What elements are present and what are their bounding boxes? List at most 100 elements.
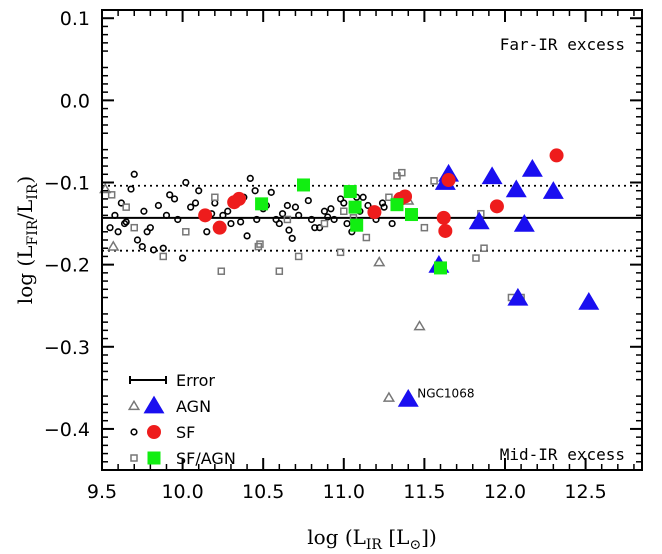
- sf-small-point: [288, 234, 296, 242]
- sf-small-point: [246, 174, 254, 182]
- x-tick-label: 11.5: [403, 481, 445, 503]
- sf-agn-point: [434, 261, 448, 275]
- sf-small-point: [187, 203, 195, 211]
- sf-small-point: [182, 178, 190, 187]
- sf-small-point: [285, 226, 293, 234]
- legend: Error AGN SF SF/AGN: [127, 371, 236, 468]
- x-axis-title-sun-symbol: ⊙: [409, 537, 421, 553]
- x-tick-label: 12.5: [564, 481, 606, 503]
- sf-agn-small-point: [340, 207, 348, 215]
- y-tick-label: 0.1: [60, 8, 90, 30]
- x-axis-title-sub: IR: [366, 537, 383, 553]
- sf-agn-small-point: [211, 193, 219, 202]
- sf-small-point: [138, 242, 146, 251]
- sf-small-point: [336, 195, 345, 203]
- sf-agn-small-point: [182, 228, 190, 236]
- y-axis-title-sub1: FIR: [25, 219, 41, 245]
- sf-small-point: [243, 232, 251, 240]
- sf-agn-small-point: [122, 203, 130, 211]
- sf-small-point: [378, 199, 387, 207]
- sf-agn-small-point: [159, 252, 168, 261]
- sf-small-point: [253, 215, 261, 224]
- y-axis-title-mid: /L: [13, 200, 37, 220]
- sf-small-point: [278, 210, 287, 218]
- agn-small-point: [413, 320, 426, 331]
- sf-agn-point: [350, 218, 364, 232]
- x-tick-label: 9.5: [87, 481, 117, 503]
- sf-small-point: [120, 219, 129, 228]
- sf-small-point: [170, 195, 179, 203]
- sf-point: [212, 220, 227, 235]
- sf-small-point: [178, 254, 187, 262]
- sf-agn-small-point: [420, 223, 429, 232]
- sf-point: [489, 199, 504, 214]
- annotation-far-ir-excess: Far-IR excess: [500, 35, 625, 54]
- sf-point: [438, 223, 453, 238]
- sf-small-point: [117, 199, 125, 207]
- sf-agn-small-point: [294, 252, 303, 261]
- sf-agn-point: [296, 178, 310, 192]
- sf-small-point: [304, 196, 312, 205]
- y-axis-title-end: ): [13, 176, 37, 184]
- agn-point: [513, 213, 535, 232]
- agn-point: [505, 179, 527, 198]
- sf-small-point: [154, 201, 163, 210]
- sf-small-point: [291, 203, 300, 211]
- sf-point: [549, 148, 564, 163]
- sf-small-point: [364, 201, 372, 210]
- legend-label: Error: [176, 371, 215, 390]
- sf-point: [436, 210, 451, 225]
- sf-small-point: [330, 215, 338, 224]
- legend-circle-small-icon: [130, 428, 138, 436]
- sf-small-point: [130, 170, 138, 178]
- x-tick-label: 10.5: [242, 481, 284, 503]
- sf-small-point: [127, 185, 135, 193]
- sf-agn-small-point: [107, 191, 116, 199]
- legend-square-small-icon: [130, 454, 138, 462]
- sf-small-point: [111, 211, 119, 219]
- y-tick-label: −0.1: [44, 173, 90, 195]
- y-tick-label: −0.3: [44, 337, 90, 359]
- agn-small-point: [107, 240, 120, 251]
- agn-point: [542, 181, 564, 199]
- x-axis-title-end: ]): [421, 525, 437, 549]
- sf-small-point: [388, 219, 396, 228]
- x-tick-label: 11.0: [323, 481, 365, 503]
- y-tick-label: −0.4: [44, 419, 90, 441]
- sf-agn-point: [390, 198, 404, 212]
- agn-small-point: [373, 255, 386, 267]
- sf-small-point: [227, 219, 235, 228]
- sf-agn-small-point: [130, 223, 138, 232]
- agn-point: [481, 166, 503, 185]
- sf-small-point: [114, 228, 122, 236]
- sf-small-point: [237, 218, 245, 226]
- sf-agn-small-point: [217, 267, 226, 275]
- svg-text:log (LFIR/LIR): log (LFIR/LIR): [13, 176, 41, 304]
- sf-small-point: [203, 228, 211, 236]
- sf-agn-small-point: [362, 233, 371, 242]
- sf-small-point: [380, 203, 388, 211]
- sf-small-point: [122, 218, 130, 226]
- legend-triangle-small-icon: [127, 399, 141, 411]
- legend-label: SF: [176, 423, 195, 442]
- sf-point: [198, 208, 213, 223]
- agn-point: [521, 158, 543, 177]
- sf-agn-small-point: [430, 177, 438, 185]
- x-axis-title-main: log (L: [307, 525, 366, 549]
- sf-agn-point: [255, 197, 269, 211]
- sf-agn-small-point: [385, 193, 393, 202]
- sf-small-point: [251, 187, 259, 195]
- legend-triangle-filled-icon: [143, 395, 165, 414]
- sf-small-point: [316, 224, 324, 232]
- legend-circle-filled-icon: [147, 425, 161, 439]
- agn-point: [507, 287, 529, 306]
- sf-small-point: [307, 215, 316, 224]
- sf-small-point: [159, 244, 167, 252]
- sf-small-point: [149, 246, 158, 254]
- sf-small-point: [272, 215, 280, 224]
- sf-agn-small-point: [283, 215, 292, 224]
- x-axis-title-after: [L: [382, 525, 409, 549]
- sf-small-point: [143, 228, 151, 236]
- sf-small-point: [324, 213, 332, 221]
